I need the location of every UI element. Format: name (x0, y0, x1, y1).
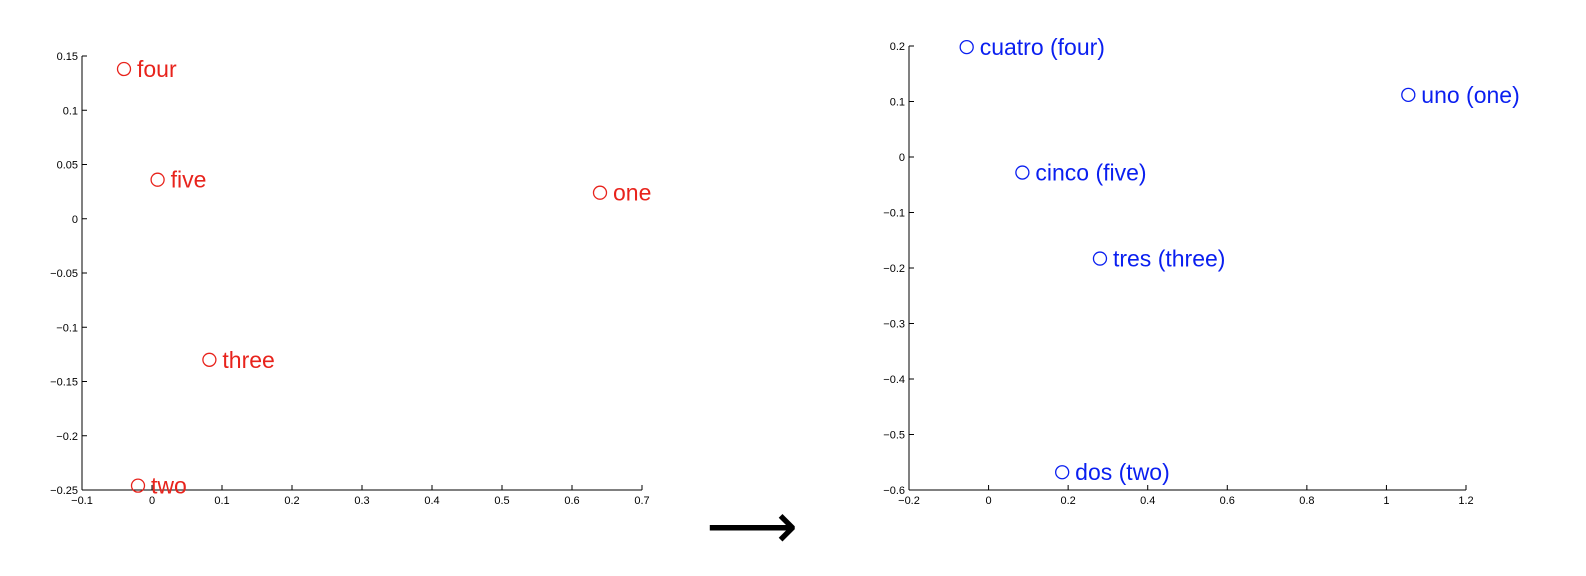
x-tick-label: 0.3 (354, 495, 369, 507)
y-tick-label: −0.05 (50, 268, 78, 280)
data-point-label: three (222, 347, 274, 373)
y-tick-label: −0.1 (56, 322, 78, 334)
data-point-marker (202, 352, 217, 367)
y-tick-label: −0.2 (56, 431, 78, 443)
x-tick-label: −0.1 (71, 495, 93, 507)
x-tick-label: 0.5 (494, 495, 509, 507)
x-tick-label: 1 (1383, 495, 1389, 507)
x-tick-label: 0.2 (1060, 495, 1075, 507)
y-tick-label: −0.3 (883, 319, 905, 331)
y-tick-label: −0.1 (883, 208, 905, 220)
data-point-marker (1092, 251, 1108, 266)
y-tick-label: 0.1 (63, 105, 78, 117)
data-point-label: dos (two) (1075, 459, 1170, 485)
y-tick-label: −0.15 (50, 377, 78, 389)
x-tick-label: 0.1 (214, 495, 229, 507)
y-tick-label: −0.2 (883, 263, 905, 275)
x-tick-label: 0.4 (424, 495, 439, 507)
y-tick-label: 0.15 (57, 51, 78, 63)
data-point-label: two (151, 473, 187, 499)
data-point-marker (959, 39, 974, 55)
chart-right-spanish-numbers: −0.2 0 0.2 0.4 0.6 0.8 1 1.2 −0.6 −0.5 −0.4 −0.3 −0.… (883, 34, 1519, 507)
data-point-label: cuatro (four) (980, 34, 1105, 60)
y-tick-label: 0.2 (890, 41, 905, 53)
y-tick-label: 0.05 (57, 160, 78, 172)
x-tick-label: 0.4 (1140, 495, 1155, 507)
x-tick-label: 0.7 (634, 495, 649, 507)
data-point-label: one (613, 180, 651, 206)
data-point-marker (1015, 165, 1030, 180)
data-point-label: tres (three) (1113, 246, 1225, 272)
y-tick-label: 0 (72, 214, 78, 226)
x-tick-label: 0 (986, 495, 992, 507)
data-point-marker (592, 185, 608, 200)
data-point-label: uno (one) (1421, 82, 1519, 108)
data-point-marker (1401, 87, 1416, 102)
chart-left-english-numbers: −0.1 0 0.1 0.2 0.3 0.4 0.5 0.6 0.7 −0.25 −0.2 −0.15… (50, 51, 651, 507)
x-tick-label: 0.2 (284, 495, 299, 507)
x-tick-label: 0.8 (1299, 495, 1314, 507)
y-tick-label: 0 (899, 152, 905, 164)
x-tick-label: 0.6 (564, 495, 579, 507)
data-point-label: five (171, 167, 207, 193)
data-point-label: cinco (five) (1035, 160, 1146, 186)
x-tick-label: 0.6 (1220, 495, 1235, 507)
data-point-label: four (137, 56, 177, 82)
right-arrow-icon: ⟶ (706, 490, 798, 562)
x-tick-label: −0.2 (898, 495, 920, 507)
y-tick-label: 0.1 (890, 97, 905, 109)
y-tick-label: −0.4 (883, 374, 905, 386)
x-tick-label: 0 (149, 495, 155, 507)
y-tick-label: −0.5 (883, 430, 905, 442)
data-point-marker (116, 61, 132, 77)
data-point-marker (150, 172, 165, 187)
y-tick-label: −0.25 (50, 485, 78, 497)
data-point-marker (130, 478, 146, 493)
x-tick-label: 1.2 (1458, 495, 1473, 507)
y-tick-label: −0.6 (883, 485, 905, 497)
data-point-marker (1055, 465, 1070, 480)
